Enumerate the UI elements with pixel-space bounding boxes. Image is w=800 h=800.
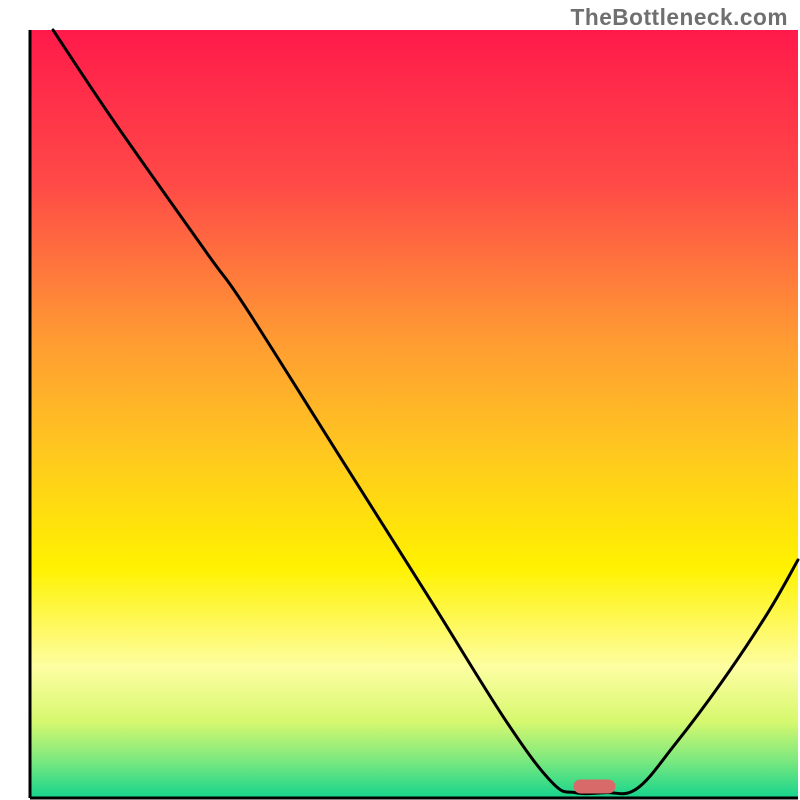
bottleneck-curve-chart <box>0 0 800 800</box>
optimal-marker <box>573 779 615 793</box>
chart-container: TheBottleneck.com <box>0 0 800 800</box>
plot-background <box>30 30 798 798</box>
watermark-label: TheBottleneck.com <box>571 4 788 31</box>
